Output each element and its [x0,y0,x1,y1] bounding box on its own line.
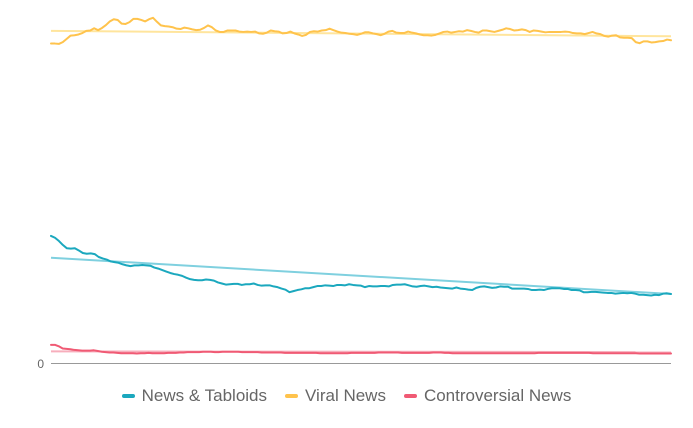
y-tick-label: 0 [37,357,44,371]
legend-swatch [403,394,417,398]
legend-label: Viral News [305,386,386,405]
legend-item-controversial-news[interactable]: Controversial News [403,386,572,406]
legend: News & Tabloids Viral News Controversial… [0,386,693,406]
legend-label: Controversial News [423,386,572,405]
legend-item-viral-news[interactable]: Viral News [285,386,386,406]
trend-line-news-tabloids [50,256,672,296]
series-line-viral-news [50,16,672,45]
legend-swatch [121,394,135,398]
plot-area: 0 [37,16,672,371]
legend-item-news-tabloids[interactable]: News & Tabloids [121,386,268,406]
legend-swatch [285,394,299,398]
series-line-news-tabloids [50,234,672,297]
trend-lines [50,29,672,354]
legend-label: News & Tabloids [141,386,268,405]
series-lines [50,16,672,355]
series-line-controversial-news [50,343,672,355]
